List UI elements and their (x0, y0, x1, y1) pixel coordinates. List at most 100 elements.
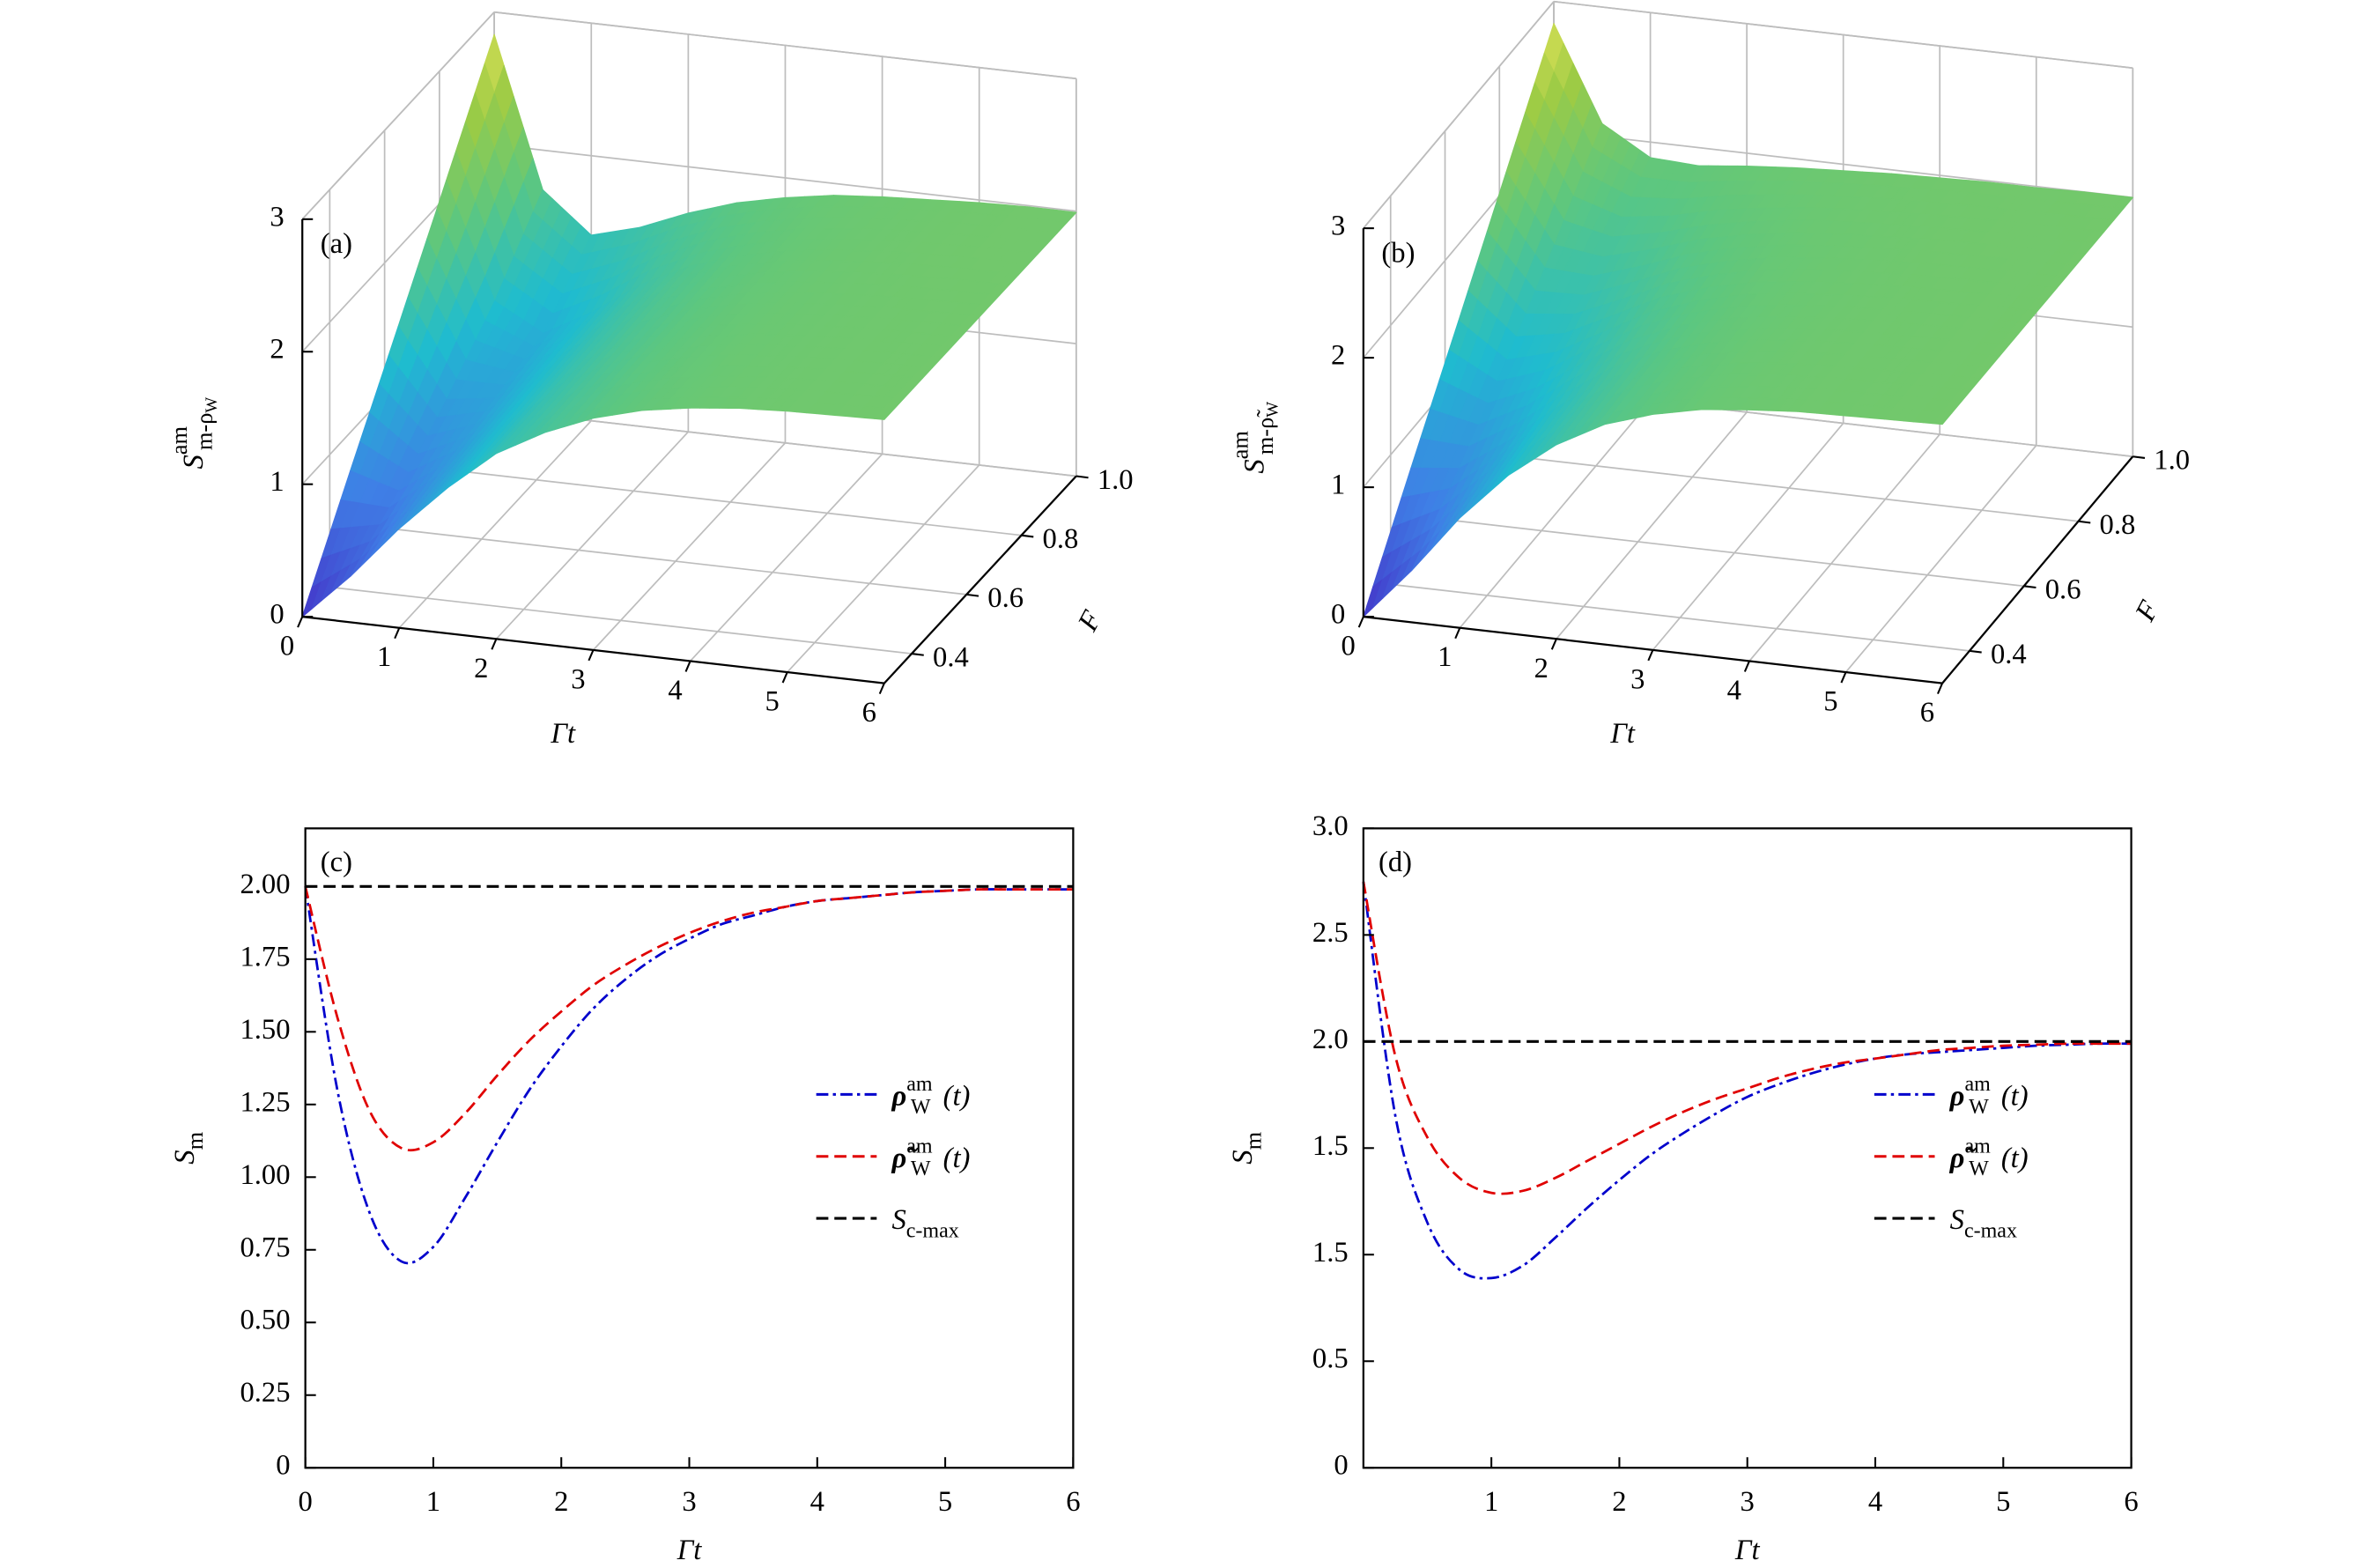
tick-mark (588, 649, 595, 662)
tick-mark (1021, 534, 1034, 538)
grid-line (592, 442, 787, 651)
tick-mark (1550, 638, 1557, 650)
grid-line (494, 144, 1076, 212)
x-tick-label: 1 (426, 1486, 440, 1518)
y-tick-label: 0 (276, 1450, 290, 1482)
x-axis-label: Γt (676, 1535, 703, 1566)
y-tick-label: 0.4 (933, 641, 969, 673)
rich-label: Sc-max (1950, 1205, 2017, 1242)
tick-mark (394, 627, 401, 640)
label-part: W (1969, 1095, 1989, 1118)
grid-line (439, 468, 1022, 536)
x-tick-label: 2 (554, 1486, 568, 1518)
grid-line (787, 464, 980, 673)
series-line (1362, 881, 2132, 1195)
x-tick-label: 1 (377, 641, 391, 673)
y-tick-label: 0.8 (1043, 523, 1079, 555)
y-tick-label: 1.0 (2154, 445, 2190, 477)
panel-label: (c) (321, 847, 352, 878)
tick-mark (2078, 520, 2091, 524)
label-part: c-max (906, 1219, 959, 1242)
x-tick-label: 4 (668, 675, 682, 706)
label-part: am (1964, 1073, 1991, 1096)
x-tick-label: 1 (1484, 1486, 1498, 1518)
y-tick-label: 0.75 (240, 1231, 290, 1263)
label-part: W (911, 1158, 931, 1180)
grid-line (1390, 583, 1970, 652)
tick-mark (1969, 649, 1982, 654)
label-part: S (169, 1150, 201, 1164)
grid-line (1499, 454, 2079, 522)
grid-line (329, 586, 913, 655)
label-part: (t) (943, 1143, 971, 1174)
tick-mark (297, 616, 304, 628)
y-tick-label: 2.00 (240, 869, 290, 900)
grid-line (398, 420, 592, 629)
grid-line (1652, 422, 1844, 651)
label-part: am (906, 1135, 933, 1158)
panel-label: (b) (1381, 237, 1415, 269)
x-tick-label: 0 (1342, 631, 1356, 662)
z-tick-label: 2 (1331, 340, 1345, 372)
label-part: S (1950, 1205, 1964, 1237)
tick-mark (1840, 671, 1847, 684)
y-tick-label: 0.6 (987, 582, 1024, 614)
y-tick-label: 1.25 (240, 1086, 290, 1118)
tick-mark (878, 683, 885, 695)
x-tick-label: 0 (280, 631, 294, 662)
z-tick-label: 0 (270, 599, 284, 631)
x-tick-label: 4 (1727, 675, 1741, 706)
label-part: m-ρ (190, 413, 217, 451)
tick-mark (1357, 616, 1364, 628)
y-tick-label: 0.4 (1991, 639, 2027, 670)
label-part: W (203, 397, 221, 413)
tick-mark (1936, 683, 1944, 695)
y-tick-label: 1.5 (1312, 1130, 1349, 1162)
y-tick-label: 2.0 (1312, 1024, 1349, 1055)
label-part: (t) (943, 1081, 971, 1113)
z-tick-label: 3 (270, 201, 284, 233)
tick-mark (1076, 475, 1089, 479)
y-tick-label: 3.0 (1312, 810, 1349, 842)
rich-label: Sc-max (891, 1205, 958, 1242)
label-part: m (181, 1131, 208, 1150)
label-part: am (1227, 431, 1253, 460)
panel-label: (a) (321, 228, 352, 260)
x-tick-label: 3 (682, 1486, 696, 1518)
grid-line (384, 527, 967, 595)
tick-mark (911, 653, 924, 656)
y-tick-label: 1.5 (1312, 1237, 1349, 1268)
label-part: W (911, 1095, 931, 1118)
y-axis-label: F (1072, 605, 1109, 637)
tick-mark (684, 661, 691, 672)
x-tick-label: 6 (862, 697, 876, 729)
label-part: W (1969, 1158, 1989, 1180)
grid-line (1556, 411, 1748, 640)
label-part: (t) (2001, 1143, 2029, 1174)
x-tick-label: 5 (1823, 686, 1837, 718)
x-tick-label: 6 (1920, 697, 1934, 729)
x-tick-label: 2 (1612, 1486, 1626, 1518)
grid-line (690, 453, 883, 662)
label-part: S (179, 455, 211, 469)
y-tick-label: 2.5 (1312, 917, 1349, 949)
label-part: am (1964, 1135, 1991, 1158)
z-tick-label: 1 (1331, 470, 1345, 501)
grid-line (494, 409, 1076, 477)
label-part: c-max (1964, 1219, 2017, 1242)
surface-patch (1932, 411, 1953, 425)
rich-label: ρ̃am W (t) (1949, 1135, 2029, 1180)
x-tick-label: 2 (474, 653, 488, 684)
x-tick-label: 5 (938, 1486, 952, 1518)
box-edge (1363, 1, 1555, 229)
x-tick-label: 3 (1741, 1486, 1755, 1518)
label-part: W (1264, 402, 1282, 418)
panel-label: (d) (1379, 847, 1412, 878)
tick-mark (966, 593, 979, 597)
x-tick-label: 0 (299, 1486, 313, 1518)
label-part: S (1239, 459, 1271, 473)
rich-label: Sm (169, 1131, 208, 1164)
label-part: m (1239, 1131, 1266, 1150)
